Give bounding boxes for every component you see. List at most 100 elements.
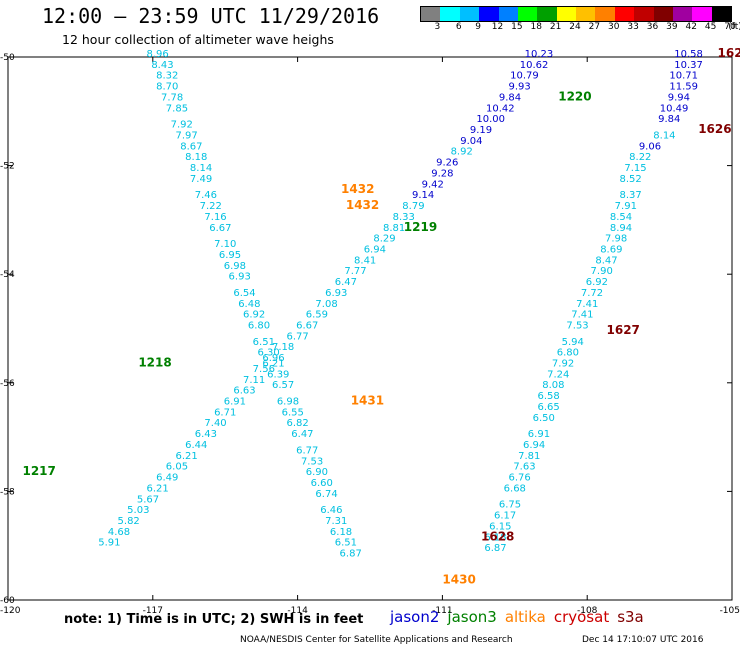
pass-label: 1430	[442, 573, 475, 587]
x-tick-label: -105	[720, 606, 740, 616]
y-tick-label: -58	[0, 487, 15, 497]
wave-height-value: 6.21	[175, 451, 197, 462]
wave-height-value: 6.54	[233, 288, 255, 299]
wave-height-value: 6.94	[364, 244, 386, 255]
color-scale-swatch	[672, 7, 693, 21]
wave-height-value: 10.58	[674, 49, 703, 60]
wave-height-value: 9.26	[436, 158, 458, 169]
wave-height-value: 7.53	[566, 321, 588, 332]
wave-height-value: 9.84	[658, 114, 680, 125]
color-scale-swatch	[479, 7, 499, 21]
wave-height-value: 9.42	[422, 179, 444, 190]
wave-height-value: 8.54	[610, 212, 632, 223]
wave-height-value: 6.21	[262, 359, 284, 370]
y-tick-label: -60	[0, 596, 15, 606]
wave-height-value: 8.18	[185, 152, 207, 163]
pass-label: 1627	[607, 323, 640, 337]
wave-height-value: 5.91	[98, 538, 120, 549]
wave-height-value: 8.79	[402, 201, 424, 212]
wave-height-value: 9.94	[668, 92, 690, 103]
wave-height-value: 6.15	[489, 521, 511, 532]
wave-height-value: 6.93	[325, 288, 347, 299]
wave-height-value: 7.16	[204, 212, 226, 223]
wave-height-value: 8.69	[600, 244, 622, 255]
wave-height-value: 6.94	[523, 440, 545, 451]
wave-height-value: 6.39	[267, 369, 289, 380]
wave-height-value: 6.80	[248, 321, 270, 332]
satellite-legend: jason2 jason3 altika cryosat s3a	[390, 608, 652, 626]
color-scale-swatch	[421, 7, 441, 21]
color-scale-bar	[420, 6, 732, 22]
wave-height-value: 9.93	[508, 82, 530, 93]
wave-height-value: 8.67	[180, 141, 202, 152]
color-scale-unit: (ft)	[728, 22, 740, 32]
satellite-legend-item: s3a	[617, 608, 644, 626]
wave-height-value: 6.71	[214, 407, 236, 418]
wave-height-value: 7.81	[518, 451, 540, 462]
wave-height-value: 9.28	[431, 168, 453, 179]
pass-label: 1628	[481, 529, 514, 543]
color-scale-swatch	[537, 7, 557, 21]
wave-height-value: 6.47	[291, 429, 313, 440]
wave-height-value: 8.70	[156, 82, 178, 93]
wave-height-value: 8.14	[653, 130, 675, 141]
x-tick-label: -117	[143, 606, 163, 616]
wave-height-value: 8.94	[610, 223, 632, 234]
wave-height-value: 6.30	[258, 348, 280, 359]
x-tick-label: -120	[0, 606, 21, 616]
color-scale-label: 39	[666, 22, 678, 32]
wave-height-value: 6.92	[243, 310, 265, 321]
y-tick-label: -50	[0, 53, 15, 63]
wave-height-value: 8.33	[393, 212, 415, 223]
wave-height-value: 7.22	[200, 201, 222, 212]
wave-height-value: 7.72	[581, 288, 603, 299]
wave-height-value: 6.43	[195, 429, 217, 440]
wave-height-value: 7.18	[272, 342, 294, 353]
satellite-legend-item: altika	[504, 608, 546, 626]
wave-height-value: 6.18	[330, 527, 352, 538]
wave-height-value: 7.53	[301, 456, 323, 467]
color-scale-swatch	[711, 7, 731, 21]
wave-height-value: 6.92	[586, 277, 608, 288]
wave-height-value: 7.15	[624, 163, 646, 174]
wave-height-value: 6.74	[315, 489, 337, 500]
wave-height-value: 8.22	[629, 152, 651, 163]
wave-height-value: 7.56	[253, 364, 275, 375]
wave-height-value: 8.29	[373, 234, 395, 245]
wave-height-value: 6.98	[224, 261, 246, 272]
y-tick-label: -52	[0, 162, 15, 172]
color-scale-swatch	[498, 7, 518, 21]
wave-height-value: 9.04	[460, 136, 482, 147]
color-scale-swatch	[440, 7, 460, 21]
color-scale-label: 30	[608, 22, 620, 32]
wave-height-value: 8.43	[151, 60, 173, 71]
color-scale-swatch	[595, 7, 615, 21]
wave-height-value: 7.49	[190, 174, 212, 185]
wave-height-value: 6.60	[311, 478, 333, 489]
wave-height-value: 6.98	[277, 397, 299, 408]
wave-height-value: 6.80	[557, 348, 579, 359]
x-tick-label: -114	[287, 606, 308, 616]
color-scale-label: 42	[685, 22, 697, 32]
pass-label: 1626	[698, 122, 731, 136]
wave-height-value: 6.87	[340, 549, 362, 560]
wave-height-value: 8.81	[383, 223, 405, 234]
wave-height-value: 8.47	[595, 255, 617, 266]
wave-height-value: 6.55	[282, 407, 304, 418]
x-tick-label: -108	[577, 606, 598, 616]
wave-height-value: 6.77	[286, 331, 308, 342]
color-scale-label: 12	[491, 22, 504, 32]
wave-height-value: 7.24	[547, 369, 569, 380]
wave-height-value: 8.37	[620, 190, 642, 201]
pass-label: 1220	[558, 89, 591, 103]
pass-label: 1218	[138, 356, 171, 370]
color-scale-label: 33	[627, 22, 639, 32]
wave-height-value: 7.63	[513, 462, 535, 473]
wave-height-value: 7.98	[605, 234, 627, 245]
wave-height-value: 10.71	[669, 71, 698, 82]
wave-height-value: 6.75	[499, 500, 521, 511]
wave-height-value: 6.50	[533, 413, 555, 424]
wave-height-value: 8.52	[620, 174, 642, 185]
wave-height-value: 6.67	[296, 321, 318, 332]
